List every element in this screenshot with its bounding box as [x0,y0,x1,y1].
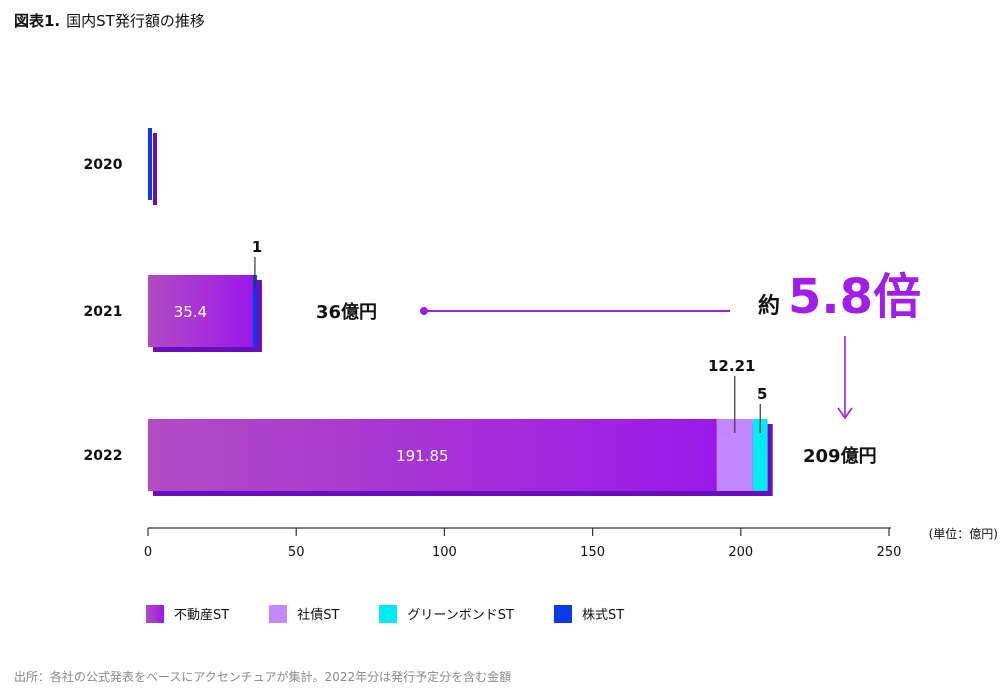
x-axis: 0 50 100 150 200 250 (単位：億円) [144,526,998,560]
chart-title-block: 図表1. 国内ST発行額の推移 [14,10,205,31]
category-label-2021: 2021 [84,304,123,320]
category-label-2022: 2022 [84,448,123,464]
chart-title: 国内ST発行額の推移 [66,12,205,30]
legend-label-green-bond: グリーンボンドST [407,608,514,623]
growth-value: 5.8倍 [788,269,921,325]
legend: 不動産ST 社債ST グリーンボンドST 株式ST [146,604,664,623]
x-tick-label-100: 100 [432,545,457,560]
legend-swatch-stock [553,604,572,623]
growth-annotation: 約 5.8倍 [758,269,921,325]
bar-stock-2020 [148,128,152,200]
legend-swatch-real-estate [146,604,164,623]
x-tick-label-200: 200 [728,545,753,560]
legend-label-stock: 株式ST [581,608,625,623]
figure-label: 図表1. [14,12,61,30]
legend-item-green-bond: グリーンボンドST [379,604,514,623]
data-label-real-estate-2022: 191.85 [396,447,449,465]
annotations: 36億円 209億円 約 5.8倍 [316,269,921,467]
x-tick-label-50: 50 [288,545,305,560]
bar-real-estate-2021 [148,275,253,347]
legend-label-corporate-bond: 社債ST [297,608,340,623]
bar-shadow-2020 [153,133,157,205]
legend-swatch-green-bond [379,604,398,623]
x-tick-label-0: 0 [144,545,152,560]
legend-item-real-estate: 不動産ST [146,604,229,623]
bar-stock-2021 [252,275,257,347]
legend-swatch-corporate-bond [269,604,288,623]
data-label-corporate-bond-2022: 12.21 [708,357,755,375]
bar-real-estate-2022 [148,419,717,491]
x-tick-label-150: 150 [580,545,605,560]
chart-canvas: 0 50 100 150 200 250 (単位：億円) 2020 2021 35.4 1 2022… [84,128,998,560]
x-tick-label-250: 250 [877,545,902,560]
legend-item-corporate-bond: 社債ST [269,604,339,623]
data-label-real-estate-2021: 35.4 [174,303,207,321]
total-2021-label: 36億円 [316,301,377,323]
total-2022-label: 209億円 [803,445,877,467]
data-labels: 2020 2021 35.4 1 2022 191.85 12.215 [84,157,768,465]
category-label-2020: 2020 [84,157,123,173]
bar-green-bond-2022 [752,419,768,491]
legend-label-real-estate: 不動産ST [174,608,230,623]
growth-prefix: 約 [758,293,780,319]
bar-group [148,128,773,496]
growth-arrow-head [837,407,853,420]
data-label-green-bond-2022: 5 [757,385,767,403]
legend-item-stock: 株式ST [553,604,625,623]
data-label-stock-2021: 1 [252,238,262,256]
unit-label: (単位：億円) [929,526,998,541]
source-note: 出所：各社の公式発表をベースにアクセンチュアが集計。2022年分は発行予定分を含… [14,670,512,684]
